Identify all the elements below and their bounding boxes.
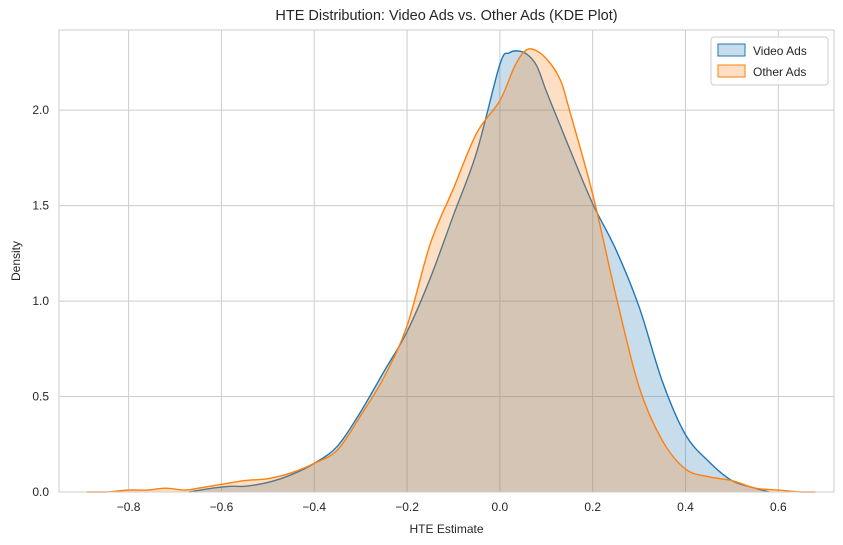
y-axis-label: Density xyxy=(9,241,23,281)
x-tick-label: −0.4 xyxy=(302,500,326,514)
video-ads-line xyxy=(188,50,770,493)
plot-frame xyxy=(58,29,835,493)
other-ads-area xyxy=(86,48,816,492)
chart-title: HTE Distribution: Video Ads vs. Other Ad… xyxy=(275,8,617,24)
legend-swatch-other-ads xyxy=(717,64,746,78)
legend-label-other-ads: Other Ads xyxy=(753,65,806,79)
legend-swatch-video-ads xyxy=(717,43,746,57)
series-layer xyxy=(86,48,816,493)
other-ads-line xyxy=(86,48,816,493)
x-tick-label: 0.2 xyxy=(584,500,601,514)
x-tick-label: 0.4 xyxy=(677,500,694,514)
y-tick-label: 2.0 xyxy=(32,103,49,117)
x-tick-label: 0.6 xyxy=(770,500,787,514)
legend-label-video-ads: Video Ads xyxy=(753,44,807,58)
plot-area xyxy=(59,30,834,492)
y-tick-label: 0.0 xyxy=(32,485,49,499)
x-axis-label: HTE Estimate xyxy=(409,522,483,536)
y-tick-label: 0.5 xyxy=(32,390,49,404)
legend-items: Video Ads Other Ads xyxy=(717,43,807,79)
x-tick-label: 0.0 xyxy=(492,500,509,514)
legend-box xyxy=(710,36,829,86)
x-tick-label: −0.6 xyxy=(210,500,234,514)
video-ads-area xyxy=(188,50,770,492)
x-tick-label: −0.2 xyxy=(395,500,419,514)
tick-labels: −0.8 −0.6 −0.4 −0.2 0.0 0.2 0.4 0.6 0.0 0.5 1.0 1.5… xyxy=(32,103,787,514)
y-tick-label: 1.5 xyxy=(32,199,49,213)
axes-frame xyxy=(58,29,835,493)
y-tick-label: 1.0 xyxy=(32,294,49,308)
x-tick-label: −0.8 xyxy=(117,500,141,514)
legend: Video Ads Other Ads xyxy=(710,36,829,86)
